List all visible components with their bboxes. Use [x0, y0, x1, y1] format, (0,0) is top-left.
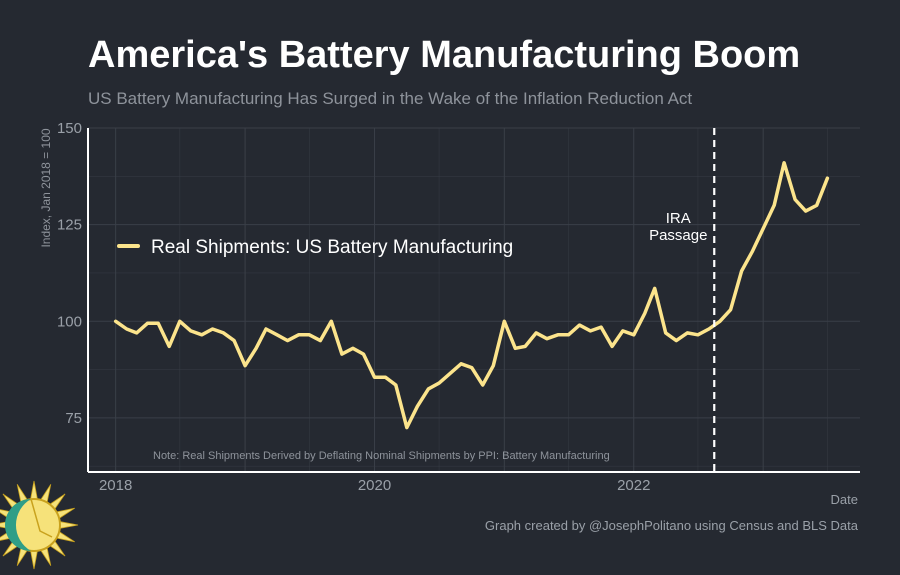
legend-label: Real Shipments: US Battery Manufacturing — [151, 237, 513, 258]
y-tick-label: 75 — [65, 410, 82, 427]
y-axis-label: Index, Jan 2018 = 100 — [39, 128, 53, 247]
x-tick-labels: 2018 2020 2022 — [99, 477, 650, 494]
chart-note: Note: Real Shipments Derived by Deflatin… — [153, 450, 610, 462]
x-tick-label: 2022 — [617, 477, 650, 494]
legend: Real Shipments: US Battery Manufacturing — [117, 237, 513, 258]
x-tick-label: 2018 — [99, 477, 132, 494]
axes — [87, 128, 860, 473]
ira-label: Passage — [649, 227, 707, 244]
y-tick-label: 100 — [57, 313, 82, 330]
y-tick-label: 125 — [57, 217, 82, 234]
credit-text: Graph created by @JosephPolitano using C… — [484, 518, 858, 533]
y-tick-labels: 75 100 125 150 — [57, 120, 82, 427]
x-axis-label: Date — [830, 492, 858, 507]
series-layer — [113, 161, 830, 430]
grid — [88, 127, 860, 472]
x-tick-label: 2020 — [358, 477, 391, 494]
ira-label: IRA — [666, 210, 691, 227]
chart-subtitle: US Battery Manufacturing Has Surged in t… — [88, 89, 693, 108]
chart-title: America's Battery Manufacturing Boom — [88, 34, 801, 76]
y-tick-label: 150 — [57, 120, 82, 137]
series-line — [113, 161, 830, 430]
sun-logo — [0, 480, 79, 570]
